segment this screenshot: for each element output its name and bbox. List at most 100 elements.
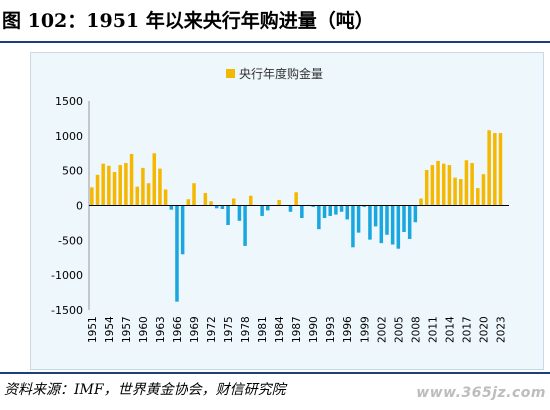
bar-1991 [317, 205, 321, 230]
bar-1956 [118, 165, 122, 206]
bar-1961 [146, 183, 151, 206]
x-tick-label: 2014 [444, 316, 456, 343]
x-tick-label: 1954 [104, 316, 116, 343]
x-tick-label: 1987 [291, 316, 303, 343]
x-tick-label: 2017 [461, 316, 473, 343]
bar-1954 [107, 165, 111, 206]
bar-1987 [294, 192, 298, 206]
bar-2000 [368, 205, 372, 240]
bar-1960 [141, 167, 145, 206]
source-note: 资料来源：IMF，世界黄金协会，财信研究院 [4, 382, 286, 398]
bar-1974 [220, 205, 225, 209]
x-tick-label: 1978 [240, 316, 252, 343]
bar-1982 [266, 205, 270, 211]
y-tick-label: -1000 [51, 269, 83, 282]
y-tick-label: 500 [62, 165, 83, 178]
chart-panel: 1500 1000 500 0 -500 -1000 -1500 1951 1954 1957 19… [30, 52, 544, 370]
legend-label: 央行年度购金量 [239, 66, 323, 81]
bar-2012 [436, 160, 440, 206]
x-tick-label: 1963 [155, 316, 167, 343]
bar-1994 [334, 205, 338, 215]
title-divider [0, 41, 550, 43]
bar-1996 [345, 205, 350, 220]
bar-1990 [311, 205, 315, 207]
bar-1968 [186, 199, 191, 206]
bar-1953 [101, 163, 105, 206]
figure-title: 图 102：1951 年以来央行年购进量（吨） [2, 10, 374, 32]
bar-1999 [362, 205, 367, 207]
bar-2007 [407, 205, 412, 239]
bar-2006 [402, 205, 406, 232]
bar-2009 [419, 198, 423, 206]
x-tick-label: 1966 [172, 316, 184, 343]
x-tick-label: 1990 [308, 316, 320, 343]
bar-1976 [231, 198, 236, 206]
bar-2011 [430, 165, 435, 206]
x-tick-label: 1984 [274, 316, 286, 343]
x-tick-label: 1996 [342, 316, 354, 343]
x-tick-label: 1960 [138, 316, 150, 343]
bar-1964 [163, 189, 168, 206]
bar-2010 [424, 169, 429, 206]
x-tick-label: 1972 [206, 316, 218, 343]
x-tick-label: 1969 [189, 316, 201, 343]
bar-1973 [214, 205, 219, 209]
x-tick-label: 2023 [495, 316, 507, 343]
bar-2015 [453, 177, 457, 206]
bar-2021 [487, 130, 491, 206]
x-tick-label: 1951 [87, 316, 99, 343]
bar-2019 [476, 188, 480, 206]
bar-1981 [260, 205, 264, 216]
bar-1966 [175, 205, 179, 302]
bar-2004 [390, 205, 395, 245]
bar-1967 [180, 205, 185, 255]
y-tick-label: -1500 [51, 304, 83, 317]
x-tick-label: 2008 [410, 316, 422, 343]
bar-2003 [385, 205, 389, 235]
bar-2005 [396, 205, 401, 249]
legend-swatch [226, 69, 235, 78]
bar-1969 [192, 183, 196, 206]
y-tick-label: 1500 [55, 95, 83, 108]
bar-1992 [322, 205, 327, 219]
x-tick-label: 2011 [427, 316, 439, 343]
bar-1972 [209, 201, 213, 206]
bar-1957 [124, 163, 128, 206]
bar-2008 [413, 205, 418, 223]
bar-1993 [328, 205, 332, 216]
bar-1952 [95, 174, 100, 206]
y-tick-label: 1000 [55, 130, 83, 143]
x-tick-label: 1993 [325, 316, 337, 343]
bar-2020 [481, 174, 486, 206]
bar-1995 [339, 205, 344, 212]
bar-2013 [441, 163, 446, 206]
bar-1958 [129, 153, 134, 206]
bar-1971 [203, 192, 208, 206]
bar-1986 [288, 205, 293, 212]
bar-1988 [300, 205, 304, 219]
x-tick-label: 1975 [223, 316, 235, 343]
x-tick-label: 1957 [121, 316, 133, 343]
x-tick-label: 2002 [376, 316, 388, 343]
bar-1998 [356, 205, 361, 233]
y-tick-label: -500 [58, 234, 83, 247]
bar-1978 [243, 205, 247, 246]
bar-1975 [226, 205, 230, 226]
bar-1959 [135, 186, 140, 206]
bar-1979 [248, 195, 253, 206]
bar-2002 [379, 205, 384, 244]
bar-1962 [152, 153, 157, 206]
bar-1997 [351, 205, 355, 248]
source-divider [0, 372, 550, 374]
watermark: www.365jz.com [416, 385, 546, 401]
bar-1963 [158, 168, 162, 206]
bar-1977 [237, 205, 242, 221]
bar-2023 [498, 133, 503, 206]
bar-2022 [493, 133, 497, 206]
bar-2018 [470, 163, 474, 206]
bar-2017 [464, 160, 469, 206]
bar-1965 [169, 205, 174, 210]
x-tick-label: 1981 [257, 316, 269, 343]
gold-purchase-chart: 1500 1000 500 0 -500 -1000 -1500 1951 1954 1957 19… [51, 66, 509, 343]
bar-2001 [373, 205, 378, 227]
